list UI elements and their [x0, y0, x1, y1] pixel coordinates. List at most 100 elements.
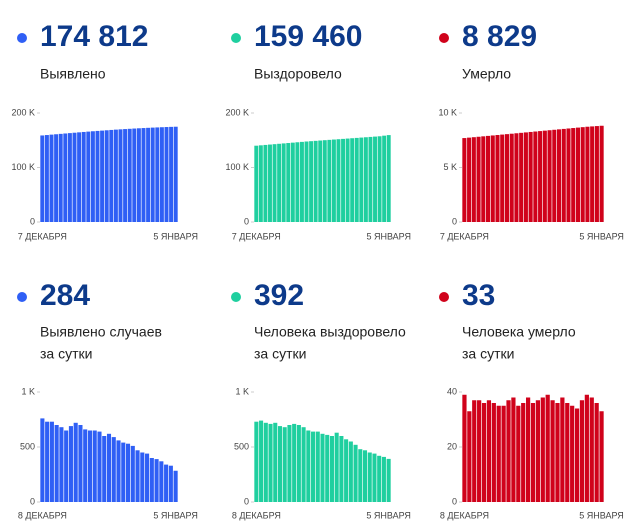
bar	[116, 440, 121, 502]
bar	[121, 442, 126, 502]
bar	[49, 134, 54, 222]
bar	[111, 437, 116, 502]
bar	[159, 127, 164, 222]
y-tick-label: 10 K	[438, 107, 457, 117]
x-tick-label: 8 ДЕКАБРЯ	[18, 510, 67, 520]
bar	[530, 403, 536, 502]
y-tick-label: 200 K	[11, 107, 35, 117]
legend-dot	[17, 292, 27, 302]
bar	[268, 144, 272, 222]
bar	[136, 128, 141, 222]
bar	[155, 127, 160, 222]
x-tick-label: 8 ДЕКАБРЯ	[440, 510, 489, 520]
bar	[254, 145, 259, 222]
legend-dot	[439, 292, 449, 302]
bar	[164, 464, 169, 502]
bar	[58, 133, 63, 222]
bar	[40, 418, 45, 502]
bar	[542, 130, 547, 222]
bar	[304, 141, 309, 222]
bar	[589, 397, 594, 502]
bar	[556, 129, 562, 222]
bar	[481, 403, 487, 502]
bar	[282, 427, 287, 502]
bar	[173, 470, 178, 502]
bar	[477, 400, 482, 502]
bar	[141, 128, 146, 222]
bar	[334, 432, 339, 502]
x-tick-label: 5 ЯНВАРЯ	[366, 510, 411, 520]
headline-value: 174 812	[40, 20, 148, 53]
x-tick-label: 5 ЯНВАРЯ	[153, 231, 198, 241]
bar	[516, 405, 521, 502]
bar	[100, 130, 105, 222]
headline-label: Выздоровело	[254, 66, 342, 82]
bar	[154, 459, 159, 502]
y-tick-label: 500	[20, 441, 35, 451]
bar	[471, 137, 476, 222]
headline-label: за сутки	[40, 346, 92, 362]
bar	[72, 132, 77, 222]
bar	[127, 128, 132, 222]
y-tick-label: 0	[244, 496, 249, 506]
x-tick-label: 5 ЯНВАРЯ	[153, 510, 198, 520]
bar	[301, 427, 306, 502]
bar	[362, 450, 368, 502]
y-tick-label: 500	[234, 441, 249, 451]
bar	[506, 400, 511, 502]
bar	[68, 426, 73, 502]
headline-label: за сутки	[254, 346, 306, 362]
x-tick-label: 7 ДЕКАБРЯ	[440, 231, 489, 241]
bar	[263, 144, 268, 222]
bar	[574, 408, 580, 502]
bar	[511, 397, 516, 502]
bar	[594, 126, 599, 222]
bar	[150, 127, 155, 222]
bar	[315, 431, 320, 502]
bar	[500, 134, 505, 222]
bar	[325, 434, 330, 502]
bar	[92, 430, 97, 502]
bar	[277, 426, 283, 502]
bar	[135, 450, 140, 502]
y-tick-label: 0	[30, 216, 35, 226]
x-tick-label: 5 ЯНВАРЯ	[366, 231, 411, 241]
bar	[386, 135, 391, 222]
bar	[519, 132, 524, 222]
bar	[514, 133, 519, 222]
bar	[281, 143, 286, 222]
bar	[159, 461, 164, 502]
bar	[590, 126, 595, 222]
bar	[367, 452, 372, 502]
headline-value: 392	[254, 279, 304, 312]
bar	[509, 133, 514, 222]
bar	[348, 441, 353, 502]
bar	[599, 411, 604, 502]
bar	[273, 422, 278, 502]
bar	[372, 453, 377, 502]
bar	[132, 128, 137, 222]
bar	[292, 423, 297, 502]
bar	[575, 127, 581, 222]
bar	[525, 397, 531, 502]
bar	[140, 452, 145, 502]
bar	[263, 422, 268, 502]
bar	[373, 136, 377, 222]
bar	[258, 145, 263, 222]
bar	[168, 465, 173, 502]
bar	[491, 403, 496, 502]
x-tick-label: 7 ДЕКАБРЯ	[232, 231, 281, 241]
headline-label: Выявлено случаев	[40, 324, 162, 340]
bar	[555, 403, 560, 502]
bar	[322, 140, 327, 222]
bar	[377, 136, 382, 222]
bar	[97, 431, 102, 502]
bar	[538, 131, 543, 222]
y-tick-label: 40	[447, 386, 457, 396]
bar	[125, 443, 131, 502]
bar	[309, 141, 314, 222]
bar	[130, 445, 135, 502]
legend-dot	[231, 33, 241, 43]
bar	[585, 126, 590, 222]
